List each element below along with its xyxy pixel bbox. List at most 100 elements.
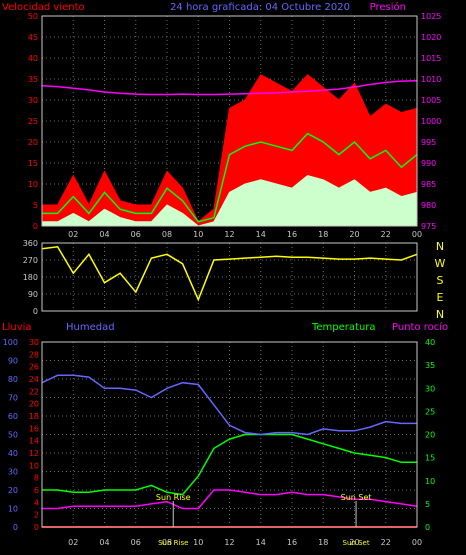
rain-tick-label: 0	[34, 523, 39, 532]
temperature-tick-label: 40	[425, 338, 435, 347]
humidity-tick-label: 10	[8, 505, 18, 514]
temp-humidity-frame	[41, 341, 418, 528]
pressure-tick-label: 975	[421, 222, 436, 231]
x-tick-label: 00	[412, 230, 422, 239]
temperature-tick-label: 5	[425, 500, 430, 509]
series-dewpoint	[42, 489, 418, 510]
x-tick-label: 02	[68, 230, 78, 239]
direction-tick-label: 360	[23, 239, 38, 248]
x-tick-label: 20	[349, 230, 359, 239]
x-tick-label: 16	[287, 230, 297, 239]
compass-label: N	[436, 240, 444, 253]
x-tick-label: 08	[162, 538, 172, 547]
compass-label: S	[437, 274, 444, 287]
x-tick-label: 10	[193, 538, 203, 547]
series-humidity	[41, 374, 417, 436]
sun-event-axis-label: Sun Set	[343, 539, 370, 547]
pressure-tick-label: 1015	[421, 54, 441, 63]
humidity-axis-title: Humedad	[66, 322, 115, 333]
humidity-tick-label: 0	[13, 523, 18, 532]
dewpoint-axis-title: Punto rocío	[392, 321, 448, 333]
compass-label: N	[436, 308, 444, 321]
x-tick-label: 12	[224, 230, 234, 239]
rain-tick-label: 4	[34, 498, 39, 507]
x-tick-label: 18	[318, 538, 328, 547]
wind-speed-tick-label: 0	[33, 222, 38, 231]
pressure-tick-label: 1005	[421, 96, 441, 105]
x-tick-label: 08	[162, 230, 172, 239]
rain-axis-title: Lluvia	[2, 322, 32, 333]
rain-tick-label: 28	[29, 350, 39, 359]
direction-tick-label: 270	[23, 256, 38, 265]
pressure-tick-label: 1020	[421, 33, 441, 42]
rain-tick-label: 8	[34, 474, 39, 483]
x-tick-label: 00	[412, 538, 422, 547]
x-tick-label: 14	[256, 538, 266, 547]
sun-event-label: Sun Set	[341, 493, 372, 502]
wind-speed-tick-label: 30	[28, 96, 38, 105]
humidity-tick-label: 70	[8, 394, 18, 403]
direction-tick-label: 90	[28, 290, 38, 299]
temperature-tick-label: 25	[425, 407, 435, 416]
chart-title: 24 hora graficada: 04 Octubre 2020	[170, 2, 350, 13]
x-tick-label: 06	[131, 538, 141, 547]
temp-humidity-panel: 0102030405060708090100024681012141618202…	[3, 338, 435, 547]
rain-tick-label: 16	[29, 424, 39, 433]
x-tick-label: 02	[68, 538, 78, 547]
x-tick-label: 12	[224, 538, 234, 547]
humidity-tick-label: 100	[3, 338, 18, 347]
humidity-tick-label: 30	[8, 468, 18, 477]
pressure-tick-label: 1010	[421, 75, 441, 84]
sun-event-axis-label: Sun Rise	[158, 539, 188, 547]
wind-speed-axis-title: Velocidad viento	[2, 2, 85, 13]
pressure-tick-label: 995	[421, 138, 436, 147]
humidity-tick-label: 50	[8, 431, 18, 440]
humidity-tick-label: 60	[8, 412, 18, 421]
temperature-tick-label: 35	[425, 361, 435, 370]
compass-label: E	[437, 291, 444, 304]
pressure-axis-title: Presión	[370, 1, 406, 13]
wind-speed-tick-label: 20	[28, 138, 38, 147]
wind-speed-tick-label: 40	[28, 54, 38, 63]
rain-tick-label: 20	[29, 400, 39, 409]
series-pressure	[41, 79, 418, 96]
rain-tick-label: 22	[29, 387, 39, 396]
pressure-tick-label: 980	[421, 201, 436, 210]
x-tick-label: 22	[381, 230, 391, 239]
rain-tick-label: 2	[34, 511, 39, 520]
rain-tick-label: 26	[29, 363, 39, 372]
compass-label: W	[435, 257, 446, 270]
x-tick-label: 06	[131, 230, 141, 239]
series-wind-direction	[41, 245, 418, 302]
sun-event-label: Sun Rise	[156, 493, 191, 502]
rain-tick-label: 12	[29, 449, 39, 458]
x-tick-label: 20	[349, 538, 359, 547]
rain-tick-label: 10	[29, 461, 39, 470]
wind-speed-tick-label: 25	[28, 117, 38, 126]
rain-tick-label: 30	[29, 338, 39, 347]
x-tick-label: 22	[381, 538, 391, 547]
rain-tick-label: 6	[34, 486, 39, 495]
x-tick-label: 10	[193, 230, 203, 239]
wind-direction-frame	[41, 242, 418, 312]
pressure-tick-label: 990	[421, 159, 436, 168]
wind-speed-tick-label: 15	[28, 159, 38, 168]
pressure-tick-label: 1000	[421, 117, 441, 126]
x-tick-label: 04	[99, 230, 109, 239]
temperature-tick-label: 0	[425, 523, 430, 532]
pressure-tick-label: 1025	[421, 12, 441, 21]
temperature-tick-label: 15	[425, 454, 435, 463]
series-wind-average	[42, 132, 418, 223]
humidity-tick-label: 80	[8, 375, 18, 384]
wind-pressure-panel: 0510152025303540455097598098599099510001…	[28, 12, 442, 239]
wind-pressure-frame	[41, 15, 418, 227]
x-tick-label: 18	[318, 230, 328, 239]
pressure-tick-label: 985	[421, 180, 436, 189]
temperature-tick-label: 20	[425, 431, 435, 440]
series-temperature	[42, 433, 417, 496]
x-tick-label: 16	[287, 538, 297, 547]
temperature-tick-label: 10	[425, 477, 435, 486]
